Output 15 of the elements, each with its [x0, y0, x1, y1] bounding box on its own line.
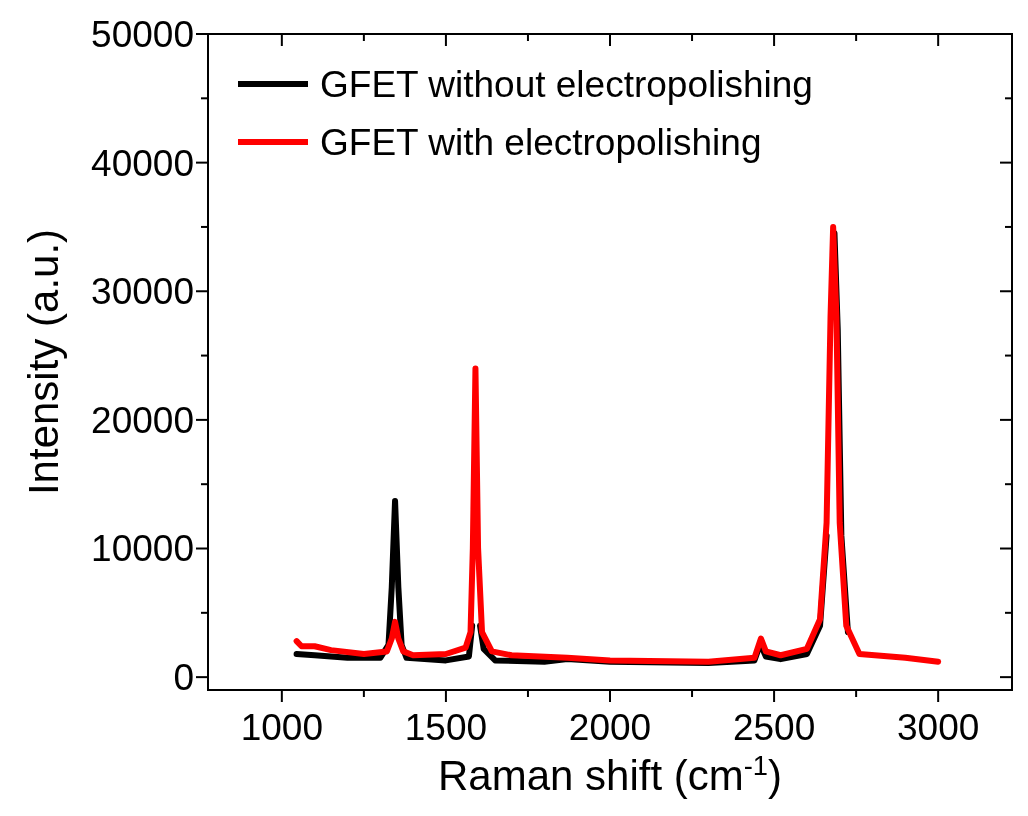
x-tick-label: 3000: [897, 707, 980, 748]
x-tick-label: 1500: [404, 707, 488, 748]
y-tick-label: 0: [173, 657, 194, 699]
x-tick-label: 2500: [732, 707, 816, 748]
legend-label: GFET without electropolishing: [320, 63, 813, 105]
x-tick-label: 1000: [240, 707, 323, 748]
y-tick-label: 30000: [91, 271, 194, 313]
y-tick-label: 50000: [91, 13, 194, 55]
y-tick-label: 40000: [91, 142, 194, 184]
y-axis-title: Intensity (a.u.): [20, 228, 67, 496]
legend-label: GFET with electropolishing: [320, 121, 762, 163]
x-axis-title: Raman shift (cm$^{-1}$): [437, 749, 783, 799]
x-tick-label: 2000: [568, 707, 652, 748]
y-tick-label: 20000: [91, 399, 194, 441]
y-tick-label: 10000: [91, 528, 194, 570]
